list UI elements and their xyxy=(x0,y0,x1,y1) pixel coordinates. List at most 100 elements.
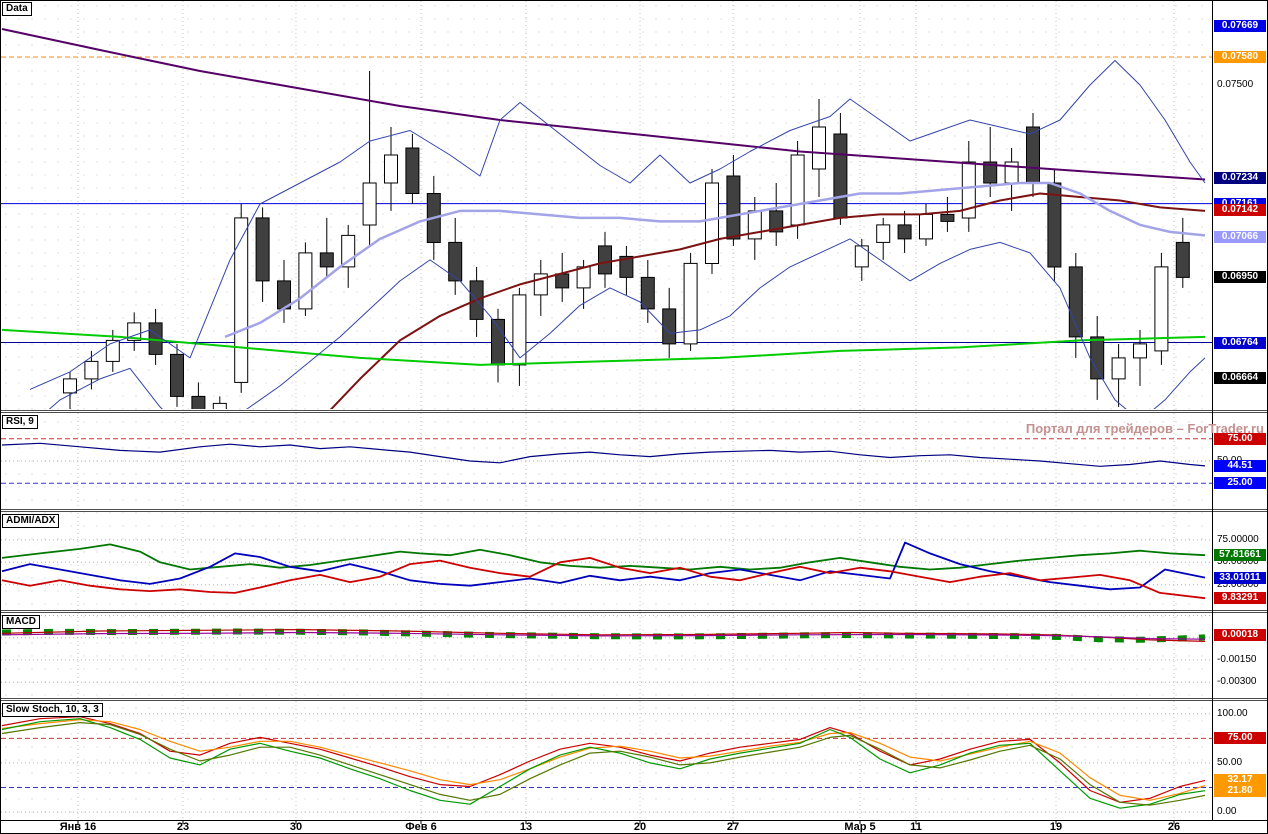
dot-grid xyxy=(1,1,1212,818)
candle-body xyxy=(1090,336,1105,380)
panel-title-rsi: RSI, 9 xyxy=(2,415,38,429)
candle-body xyxy=(619,255,634,278)
panel-main xyxy=(1,28,1212,409)
candle-body xyxy=(63,378,77,394)
scale-tick: 100.00 xyxy=(1217,708,1248,719)
candle-body xyxy=(747,210,762,240)
date-label: Янв 16 xyxy=(59,821,97,833)
series-band-lower-blue xyxy=(48,238,1206,409)
candle-body xyxy=(255,217,270,282)
candles xyxy=(63,71,1190,409)
series-rsi xyxy=(1,442,1206,467)
candle-body xyxy=(1068,266,1083,338)
candle-body xyxy=(961,161,976,219)
scale-badge: 0.07669 xyxy=(1214,20,1266,32)
candle-body xyxy=(705,182,719,264)
scale-badge: 0.07142 xyxy=(1214,204,1266,216)
candle-body xyxy=(105,339,120,362)
price-scale[interactable]: 0.075000.076690.075800.072340.071610.071… xyxy=(1213,0,1268,820)
candle-body xyxy=(405,147,420,194)
date-label: 27 xyxy=(726,821,740,833)
scale-tick: -0.00300 xyxy=(1217,676,1257,687)
scale-tick: 0.07500 xyxy=(1217,79,1254,90)
candle-body xyxy=(1111,357,1126,380)
candle-body xyxy=(1154,266,1169,352)
series-stoch-green xyxy=(1,718,1206,809)
candle-body xyxy=(812,126,826,170)
candle-body xyxy=(127,322,142,341)
panel-title-slow-stoch: Slow Stoch, 10, 3, 3 xyxy=(2,703,103,717)
candle-body xyxy=(1175,241,1190,278)
candle-body xyxy=(598,245,612,275)
scale-badge: 75.00 xyxy=(1214,732,1266,744)
date-label: 20 xyxy=(633,821,647,833)
date-label: 23 xyxy=(176,821,190,833)
candle-body xyxy=(298,252,313,310)
scale-badge: 33.01011 xyxy=(1214,572,1266,584)
candle-body xyxy=(512,294,527,366)
candle-body xyxy=(491,318,505,366)
panel-title-admi-adx: ADMI/ADX xyxy=(2,514,60,528)
series-band-upper-blue xyxy=(29,60,1206,390)
candle-body xyxy=(1047,182,1062,268)
candle-body xyxy=(170,353,184,397)
time-axis[interactable]: Янв 16 23 30 Фев 6 13 20 27 Мар 5 11 19 26 xyxy=(0,821,1268,834)
candle-body xyxy=(640,276,655,310)
scale-tick: 75.00000 xyxy=(1217,534,1259,545)
candle-body xyxy=(683,262,698,345)
candle-body xyxy=(1133,343,1147,359)
date-label: 11 xyxy=(910,821,922,833)
date-label: 13 xyxy=(519,821,533,833)
candle-body xyxy=(983,161,998,184)
panel-stoch xyxy=(1,713,1212,813)
scale-badge: 0.07066 xyxy=(1214,231,1266,243)
scale-badge: 57.81661 xyxy=(1214,549,1266,561)
candle-body xyxy=(384,154,398,184)
series-stoch-red xyxy=(1,716,1206,803)
candle-body xyxy=(84,360,99,380)
candle-body xyxy=(191,395,206,409)
series-macd-magenta xyxy=(1,631,1206,640)
series-osma-histogram xyxy=(1,628,1206,643)
candle-body xyxy=(1026,126,1040,184)
scale-tick: -0.00150 xyxy=(1217,654,1257,665)
candle-body xyxy=(769,210,784,233)
watermark: Портал для трейдеров – ForTrader.ru xyxy=(1025,421,1264,436)
scale-badge: 75.00 xyxy=(1214,433,1266,445)
series-stoch-olive xyxy=(1,721,1206,806)
panel-macd xyxy=(1,615,1212,683)
scale-badge: 9.83291 xyxy=(1214,592,1266,604)
date-label: 30 xyxy=(289,821,303,833)
scale-badge: 21.80 xyxy=(1214,785,1266,797)
scale-badge: 0.06950 xyxy=(1214,271,1266,283)
candle-body xyxy=(876,224,891,243)
candle-body xyxy=(897,224,912,240)
candle-body xyxy=(940,213,955,222)
series-ma-fast-lavender xyxy=(224,181,1206,339)
scale-badge: 0.06764 xyxy=(1214,337,1266,349)
scale-badge: 0.07580 xyxy=(1214,51,1266,63)
date-label: 26 xyxy=(1167,821,1181,833)
date-label: Фев 6 xyxy=(405,821,437,833)
scale-tick: 50.00 xyxy=(1217,757,1243,768)
scale-badge: 44.51 xyxy=(1214,460,1266,472)
scale-badge: 0.06664 xyxy=(1214,372,1266,384)
date-label: 19 xyxy=(1049,821,1063,833)
scale-tick: 25.00000 xyxy=(1217,579,1259,590)
candle-body xyxy=(555,273,570,289)
series-ma-long-purple xyxy=(1,28,1206,181)
series-minus-di-red xyxy=(1,557,1206,600)
candle-body xyxy=(790,154,805,226)
candle-body xyxy=(854,245,869,268)
panel-title-main: Data xyxy=(2,2,32,16)
candle-body xyxy=(662,308,677,345)
candle-body xyxy=(833,133,848,219)
candle-body xyxy=(319,252,334,268)
scale-badge: 32.17 xyxy=(1214,774,1266,786)
panel-rsi xyxy=(1,438,1212,484)
series-ma-green xyxy=(1,328,1206,366)
panel-admi xyxy=(1,539,1212,600)
candle-body xyxy=(234,217,249,383)
